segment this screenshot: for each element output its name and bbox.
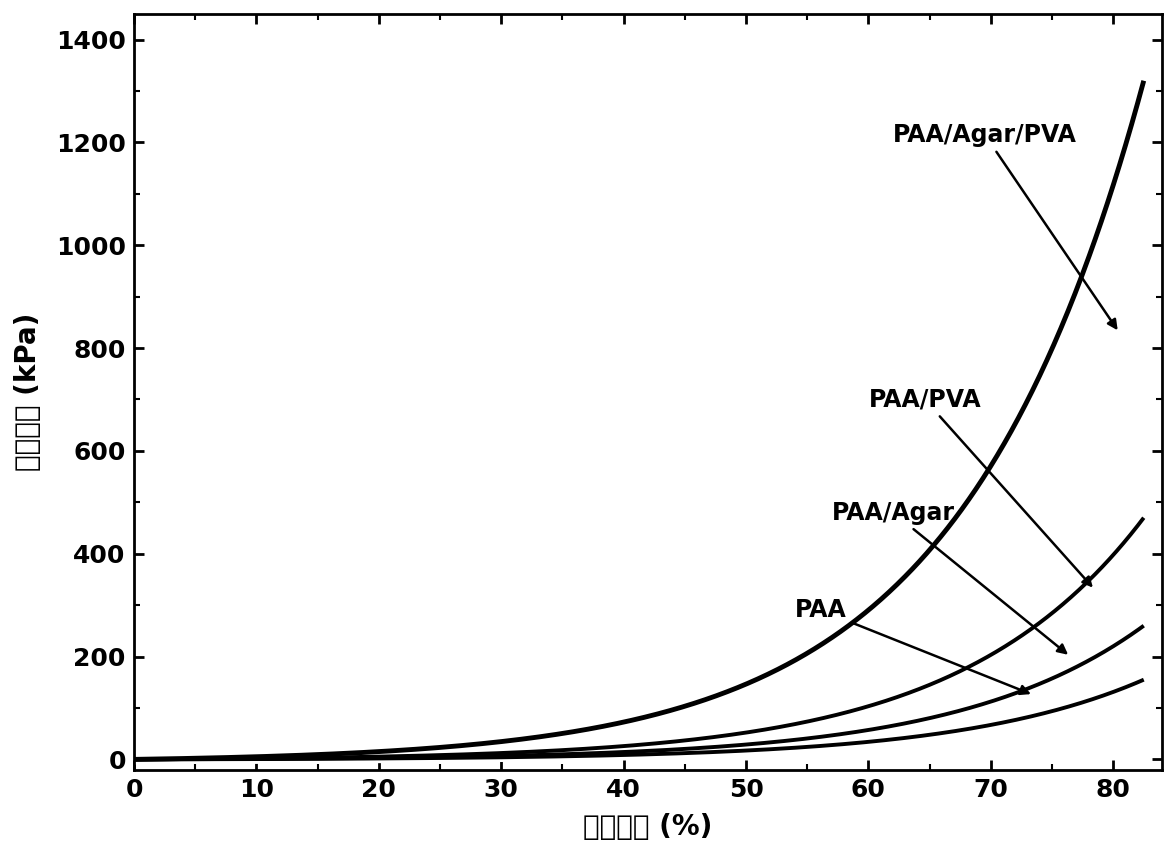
Text: PAA/Agar/PVA: PAA/Agar/PVA: [893, 123, 1116, 328]
Text: PAA/Agar: PAA/Agar: [831, 500, 1065, 653]
Text: PAA/PVA: PAA/PVA: [868, 387, 1091, 586]
X-axis label: 拉伸应变 (%): 拉伸应变 (%): [583, 813, 713, 841]
Y-axis label: 拉伸应力 (kPa): 拉伸应力 (kPa): [14, 313, 42, 471]
Text: PAA: PAA: [795, 598, 1029, 694]
